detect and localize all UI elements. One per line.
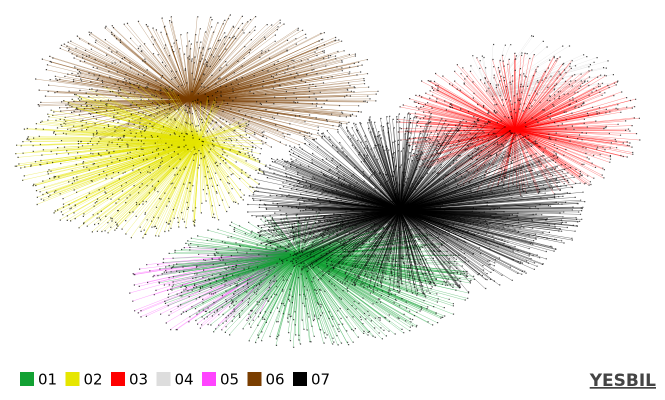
- legend-swatch: [65, 372, 80, 386]
- cluster-nodes: [247, 113, 586, 296]
- network-graph: [14, 14, 641, 348]
- legend-label: 02: [84, 371, 103, 389]
- legend-label: 04: [175, 371, 194, 389]
- legend-label: 06: [266, 371, 285, 389]
- legend-swatch: [156, 372, 171, 386]
- legend-swatch: [111, 372, 125, 386]
- legend-label: 05: [220, 371, 239, 389]
- legend-swatch: [293, 372, 307, 386]
- cluster-edges: [14, 82, 266, 239]
- legend-swatch: [202, 372, 216, 386]
- legend-label: 01: [38, 371, 57, 389]
- cluster-nodes: [470, 35, 616, 105]
- legend-swatch: [247, 372, 262, 386]
- legend-label: 03: [129, 371, 148, 389]
- legend: 01 02 03 04 05 06 07: [20, 371, 330, 389]
- cluster-nodes: [14, 82, 267, 239]
- legend-label: 07: [311, 371, 330, 389]
- legend-swatch: [20, 372, 34, 386]
- brand-logo: YESBIL: [589, 371, 656, 391]
